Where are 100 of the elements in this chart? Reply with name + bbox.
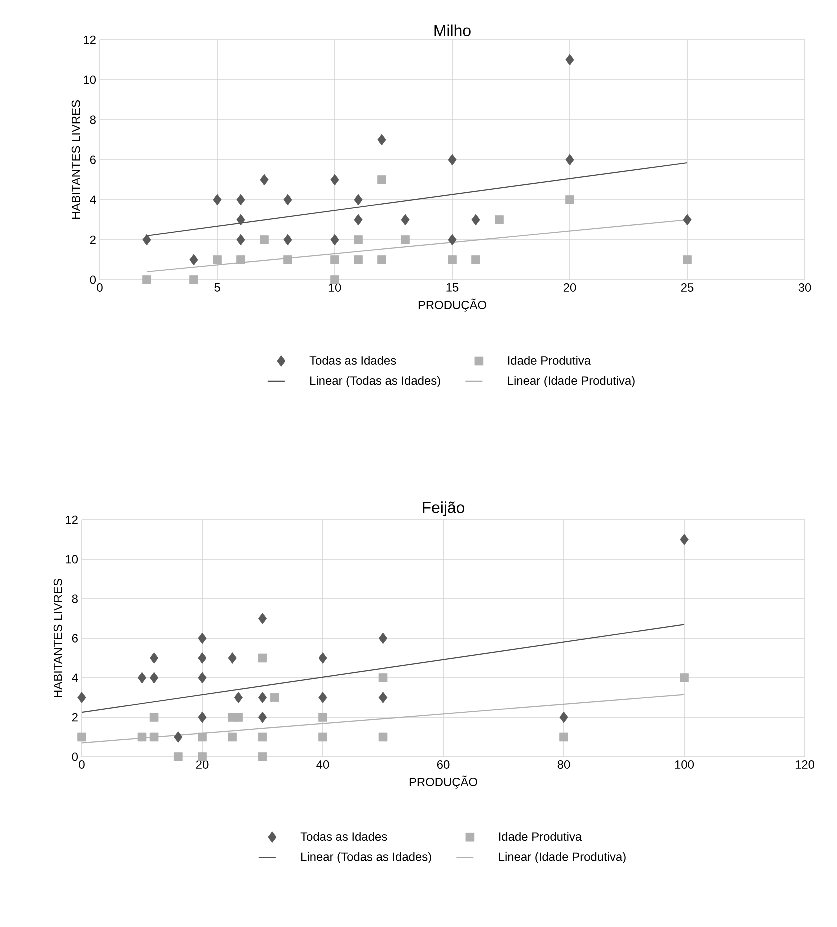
legend-label: Todas as Idades — [300, 832, 388, 842]
point — [234, 713, 244, 722]
point — [236, 234, 246, 246]
x-axis-title: PRODUÇÃO — [418, 298, 486, 312]
x-tick-label: 120 — [796, 760, 815, 769]
point — [378, 176, 386, 184]
point — [138, 732, 147, 742]
x-tick-label: 25 — [681, 284, 694, 292]
point — [236, 214, 246, 226]
x-tick-label: 30 — [798, 284, 812, 292]
x-tick-label: 100 — [675, 760, 694, 769]
y-tick-label: 10 — [66, 555, 78, 564]
point — [234, 692, 243, 704]
point — [258, 752, 268, 762]
point — [330, 174, 340, 186]
x-tick-label: 15 — [446, 284, 459, 292]
point — [448, 256, 457, 264]
point — [680, 674, 689, 682]
point — [198, 712, 207, 724]
point — [401, 236, 410, 244]
point — [150, 713, 159, 722]
point — [142, 276, 152, 284]
x-tick-label: 0 — [97, 284, 103, 292]
point — [318, 732, 328, 742]
point — [236, 194, 246, 206]
point — [378, 134, 386, 146]
y-tick-label: 6 — [72, 634, 78, 643]
point — [284, 194, 292, 206]
point — [198, 672, 207, 684]
point — [78, 732, 86, 742]
point — [258, 712, 268, 724]
point — [260, 174, 269, 186]
point — [683, 256, 692, 264]
point — [228, 732, 238, 742]
point — [138, 672, 147, 684]
chart-title: Milho — [434, 24, 471, 36]
point — [354, 236, 363, 244]
point — [330, 256, 340, 264]
point — [174, 752, 183, 762]
point — [258, 654, 268, 663]
point — [354, 214, 363, 226]
legend-label: Linear (Todas as Idades) — [302, 852, 432, 864]
x-axis-title: PRODUÇÃO — [410, 776, 478, 789]
point — [448, 154, 457, 166]
point — [258, 613, 268, 624]
point — [190, 276, 198, 284]
y-tick-label: 2 — [72, 713, 78, 722]
y-tick-label: 4 — [90, 196, 96, 204]
y-tick-label: 4 — [72, 674, 78, 682]
legend-label: Linear (Idade Produtiva) — [508, 376, 635, 388]
point — [284, 234, 292, 246]
point — [236, 256, 246, 264]
point — [354, 194, 363, 206]
y-tick-label: 2 — [90, 236, 96, 244]
point — [472, 214, 480, 226]
point — [378, 692, 388, 704]
x-tick-label: 40 — [316, 760, 330, 769]
point — [401, 214, 410, 226]
y-tick-label: 8 — [90, 116, 96, 124]
point — [472, 256, 480, 264]
point — [378, 632, 388, 644]
point — [78, 692, 86, 704]
point — [330, 234, 340, 246]
point — [566, 54, 574, 66]
point — [258, 732, 268, 742]
y-tick-label: 0 — [90, 276, 96, 284]
point — [213, 194, 222, 206]
chart-title: Feijão — [423, 502, 465, 517]
x-tick-label: 10 — [329, 284, 342, 292]
point — [560, 712, 568, 724]
point — [174, 732, 183, 743]
point — [354, 256, 363, 264]
point — [378, 732, 388, 742]
point — [198, 632, 207, 644]
point — [213, 256, 222, 264]
point — [198, 652, 207, 664]
point — [560, 732, 568, 742]
x-tick-label: 5 — [214, 284, 220, 292]
point — [228, 652, 237, 664]
y-tick-label: 0 — [72, 752, 78, 762]
x-tick-label: 60 — [437, 760, 450, 769]
y-tick-label: 10 — [84, 76, 96, 84]
point — [318, 713, 328, 722]
y-tick-label: 6 — [90, 156, 96, 164]
point — [318, 692, 328, 704]
point — [142, 234, 152, 246]
point — [190, 254, 198, 266]
y-tick-label: 8 — [72, 594, 78, 604]
point — [150, 732, 159, 742]
legend-label: Linear (Idade Produtiva) — [499, 852, 626, 864]
legend-label: Linear (Todas as Idades) — [310, 376, 440, 388]
point — [150, 672, 159, 684]
y-axis-title: HABITANTES LIVRES — [72, 100, 80, 220]
point — [260, 236, 269, 244]
legend-label: Idade Produtiva — [499, 832, 582, 842]
legend-label: Idade Produtiva — [508, 356, 592, 365]
y-tick-label: 12 — [84, 36, 96, 44]
point — [448, 234, 457, 246]
x-tick-label: 20 — [564, 284, 576, 292]
y-axis-title: HABITANTES LIVRES — [54, 579, 62, 698]
